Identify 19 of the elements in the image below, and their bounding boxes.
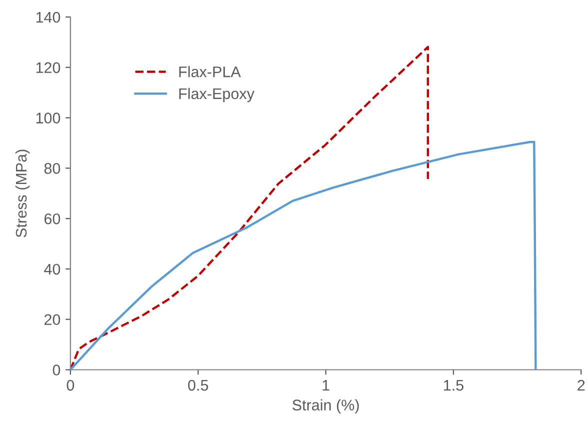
y-tick-label: 0: [52, 364, 60, 376]
y-tick-label: 100: [36, 112, 60, 124]
x-tick-label: 1: [322, 380, 330, 391]
x-tick-label: 0.5: [188, 380, 208, 391]
x-tick-label: 2: [578, 380, 585, 391]
y-tick-label: 120: [36, 62, 60, 74]
x-axis-title: Strain (%): [292, 399, 359, 414]
y-tick-label: 140: [36, 12, 60, 23]
x-tick-label: 1.5: [444, 380, 464, 391]
legend-label: Flax-Epoxy: [179, 88, 254, 102]
y-axis-title: Stress (MPa): [15, 150, 30, 238]
legend-label: Flax-PLA: [179, 66, 241, 78]
line-series: [70, 46, 430, 370]
line-series: [70, 140, 537, 370]
y-tick-label: 40: [44, 264, 60, 275]
x-tick-label: 0: [66, 380, 74, 391]
y-tick-label: 20: [44, 314, 60, 326]
y-tick-label: 80: [44, 163, 60, 174]
y-tick-label: 60: [44, 213, 60, 224]
